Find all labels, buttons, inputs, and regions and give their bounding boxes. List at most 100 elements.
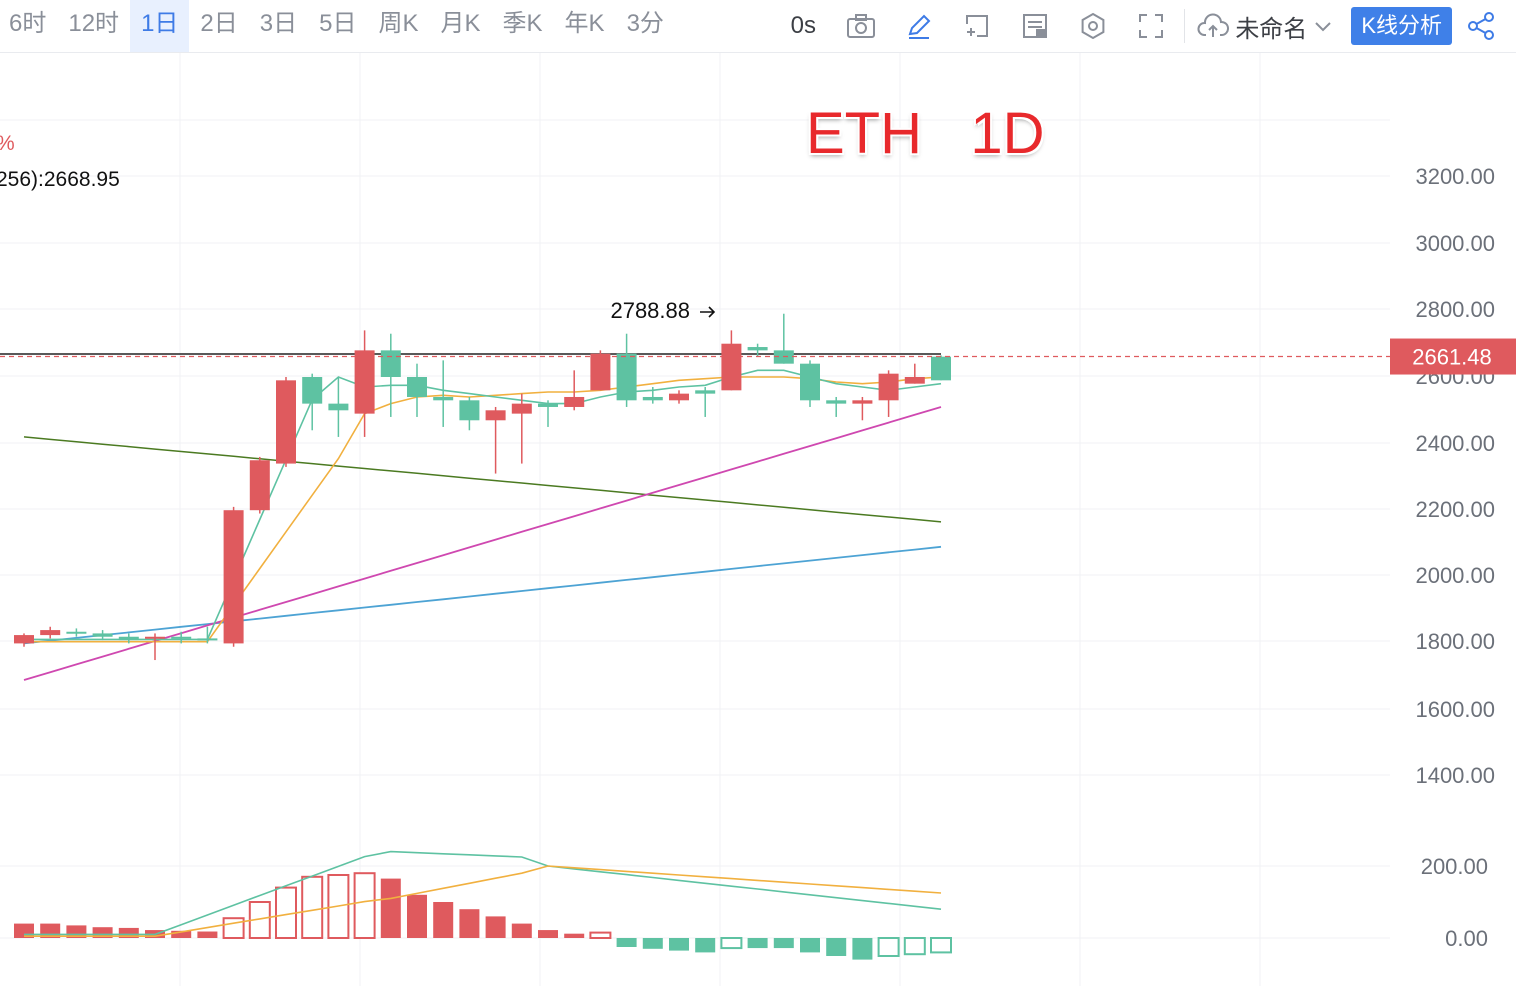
macd-bar — [826, 938, 847, 956]
interval-tabs: 6时 12时 1日 2日 3日 5日 周K 月K 季K 年K 3分 — [0, 0, 675, 52]
candle-body — [747, 347, 768, 351]
candle-body — [66, 631, 87, 634]
danmaku-button[interactable] — [1006, 0, 1064, 52]
candle-body — [564, 396, 585, 407]
share-button[interactable] — [1466, 11, 1496, 41]
tab-5d[interactable]: 5日 — [319, 10, 357, 37]
legend-percent: % — [0, 132, 15, 156]
settings-button[interactable] — [1064, 0, 1122, 52]
legend-ma256: 256):2668.95 — [0, 168, 120, 191]
candle-body — [826, 400, 847, 404]
tab-12h[interactable]: 12时 — [68, 10, 120, 37]
macd-bar — [171, 930, 192, 938]
macd-bar — [669, 938, 689, 951]
candle-body — [852, 400, 873, 404]
frame-plus-icon — [966, 15, 989, 37]
candlestick-chart[interactable]: 3200.003000.002800.002600.002400.002200.… — [0, 53, 1516, 986]
tab-month[interactable]: 月K — [440, 10, 481, 37]
candle-body — [800, 363, 820, 401]
candle-body — [92, 633, 113, 637]
tab-6h[interactable]: 6时 — [9, 10, 47, 37]
macd-bar — [197, 931, 218, 938]
tab-3m[interactable]: 3分 — [626, 10, 664, 37]
ma30-line — [23, 406, 942, 681]
macd-bar — [903, 937, 926, 956]
candle-body — [223, 510, 244, 644]
candle-body — [511, 403, 532, 414]
candle-body — [642, 396, 663, 401]
candle-body — [328, 403, 349, 411]
camera-icon — [847, 14, 876, 38]
macd-bar — [511, 923, 532, 938]
price-axis-label: 2000.00 — [1415, 563, 1495, 588]
candle-body — [433, 396, 454, 401]
layout-selector[interactable]: 未命名 — [1189, 0, 1341, 52]
macd-bar — [301, 875, 324, 939]
chevron-down-icon — [1315, 22, 1332, 32]
high-price-marker: 2788.88 — [610, 298, 690, 323]
ma10-line — [24, 376, 942, 643]
price-axis-label: 2800.00 — [1415, 297, 1495, 322]
macd-bar — [589, 931, 612, 939]
macd-bar — [459, 909, 480, 938]
timer-button[interactable]: 0s — [774, 0, 832, 52]
toolbar-actions: 0s 未命名 K线分析 — [774, 0, 1516, 52]
chart-title-overlay: ETH 1D — [806, 101, 1045, 166]
tab-year[interactable]: 年K — [564, 10, 605, 37]
layout-name: 未命名 — [1235, 15, 1308, 43]
current-price-label: 2661.48 — [1412, 345, 1492, 370]
candle-body — [380, 350, 401, 377]
macd-axis-label: 200.00 — [1421, 854, 1488, 879]
candle-body — [695, 390, 716, 394]
candle-body — [538, 403, 558, 407]
tab-quarter[interactable]: 季K — [502, 10, 543, 37]
candle-body — [171, 636, 192, 639]
candle-body — [249, 460, 270, 511]
tab-3d[interactable]: 3日 — [259, 10, 298, 37]
macd-bar — [852, 938, 873, 960]
settings-icon — [1081, 12, 1105, 40]
macd-bar — [118, 927, 139, 938]
candle-body — [276, 380, 296, 464]
macd-bar — [747, 938, 768, 949]
macd-bar — [222, 917, 245, 940]
tab-week[interactable]: 周K — [378, 10, 419, 37]
macd-bar — [407, 894, 427, 938]
candle-body — [590, 353, 611, 391]
camera-button[interactable] — [832, 0, 890, 52]
price-axis-label: 1400.00 — [1415, 763, 1495, 788]
candle-body — [197, 638, 218, 641]
macd-bar — [720, 937, 743, 950]
macd-bar — [92, 927, 113, 938]
tab-2d[interactable]: 2日 — [200, 10, 238, 37]
draw-button[interactable] — [890, 0, 948, 52]
price-axis-label: 3000.00 — [1415, 231, 1495, 256]
price-axis-label: 2200.00 — [1415, 497, 1495, 522]
candle-body — [931, 356, 951, 381]
current-price-tag — [1390, 338, 1516, 375]
ma60-line — [23, 545, 942, 645]
candle-body — [40, 630, 61, 636]
candle-body — [721, 343, 742, 391]
candle-body — [904, 377, 925, 384]
macd-bar — [538, 930, 558, 938]
danmaku-icon — [1023, 14, 1048, 38]
macd-bar — [930, 937, 952, 954]
price-axis-label: 2400.00 — [1415, 431, 1495, 456]
candle-body — [459, 400, 480, 421]
macd-bar — [380, 878, 401, 938]
fullscreen-button[interactable] — [1122, 0, 1180, 52]
candle-body — [407, 377, 427, 397]
share-icon — [1468, 12, 1494, 40]
tab-1d[interactable]: 1日 — [130, 0, 190, 52]
ma5-line — [24, 369, 942, 641]
macd-axis-label: 0.00 — [1445, 926, 1488, 951]
price-axis-label: 3200.00 — [1415, 164, 1495, 189]
toolbar-divider — [1184, 9, 1186, 43]
cloud-upload-icon — [1197, 13, 1230, 37]
candle-body — [485, 410, 506, 421]
add-indicator-button[interactable] — [948, 0, 1006, 52]
macd-bar — [616, 938, 637, 947]
macd-bar — [877, 937, 900, 957]
kline-analysis-button[interactable]: K线分析 — [1351, 7, 1452, 45]
